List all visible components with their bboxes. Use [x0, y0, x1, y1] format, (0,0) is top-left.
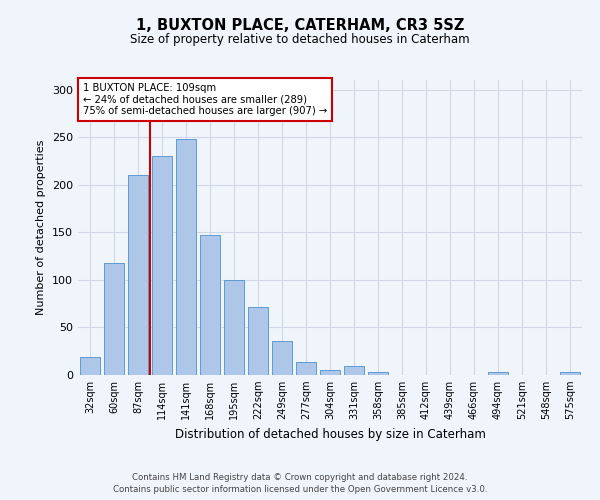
Text: Contains public sector information licensed under the Open Government Licence v3: Contains public sector information licen… — [113, 485, 487, 494]
Bar — [344, 366, 364, 375]
Bar — [176, 139, 196, 375]
Bar — [296, 362, 316, 375]
Bar — [128, 175, 148, 375]
Bar — [104, 262, 124, 375]
Text: 1 BUXTON PLACE: 109sqm
← 24% of detached houses are smaller (289)
75% of semi-de: 1 BUXTON PLACE: 109sqm ← 24% of detached… — [83, 83, 327, 116]
Text: 1, BUXTON PLACE, CATERHAM, CR3 5SZ: 1, BUXTON PLACE, CATERHAM, CR3 5SZ — [136, 18, 464, 32]
Bar — [80, 357, 100, 375]
Bar — [224, 280, 244, 375]
Bar — [488, 372, 508, 375]
Text: Contains HM Land Registry data © Crown copyright and database right 2024.: Contains HM Land Registry data © Crown c… — [132, 472, 468, 482]
Text: Size of property relative to detached houses in Caterham: Size of property relative to detached ho… — [130, 32, 470, 46]
Bar — [200, 235, 220, 375]
Bar — [560, 372, 580, 375]
X-axis label: Distribution of detached houses by size in Caterham: Distribution of detached houses by size … — [175, 428, 485, 440]
Y-axis label: Number of detached properties: Number of detached properties — [37, 140, 46, 315]
Bar — [248, 308, 268, 375]
Bar — [152, 156, 172, 375]
Bar — [272, 340, 292, 375]
Bar — [368, 372, 388, 375]
Bar — [320, 370, 340, 375]
